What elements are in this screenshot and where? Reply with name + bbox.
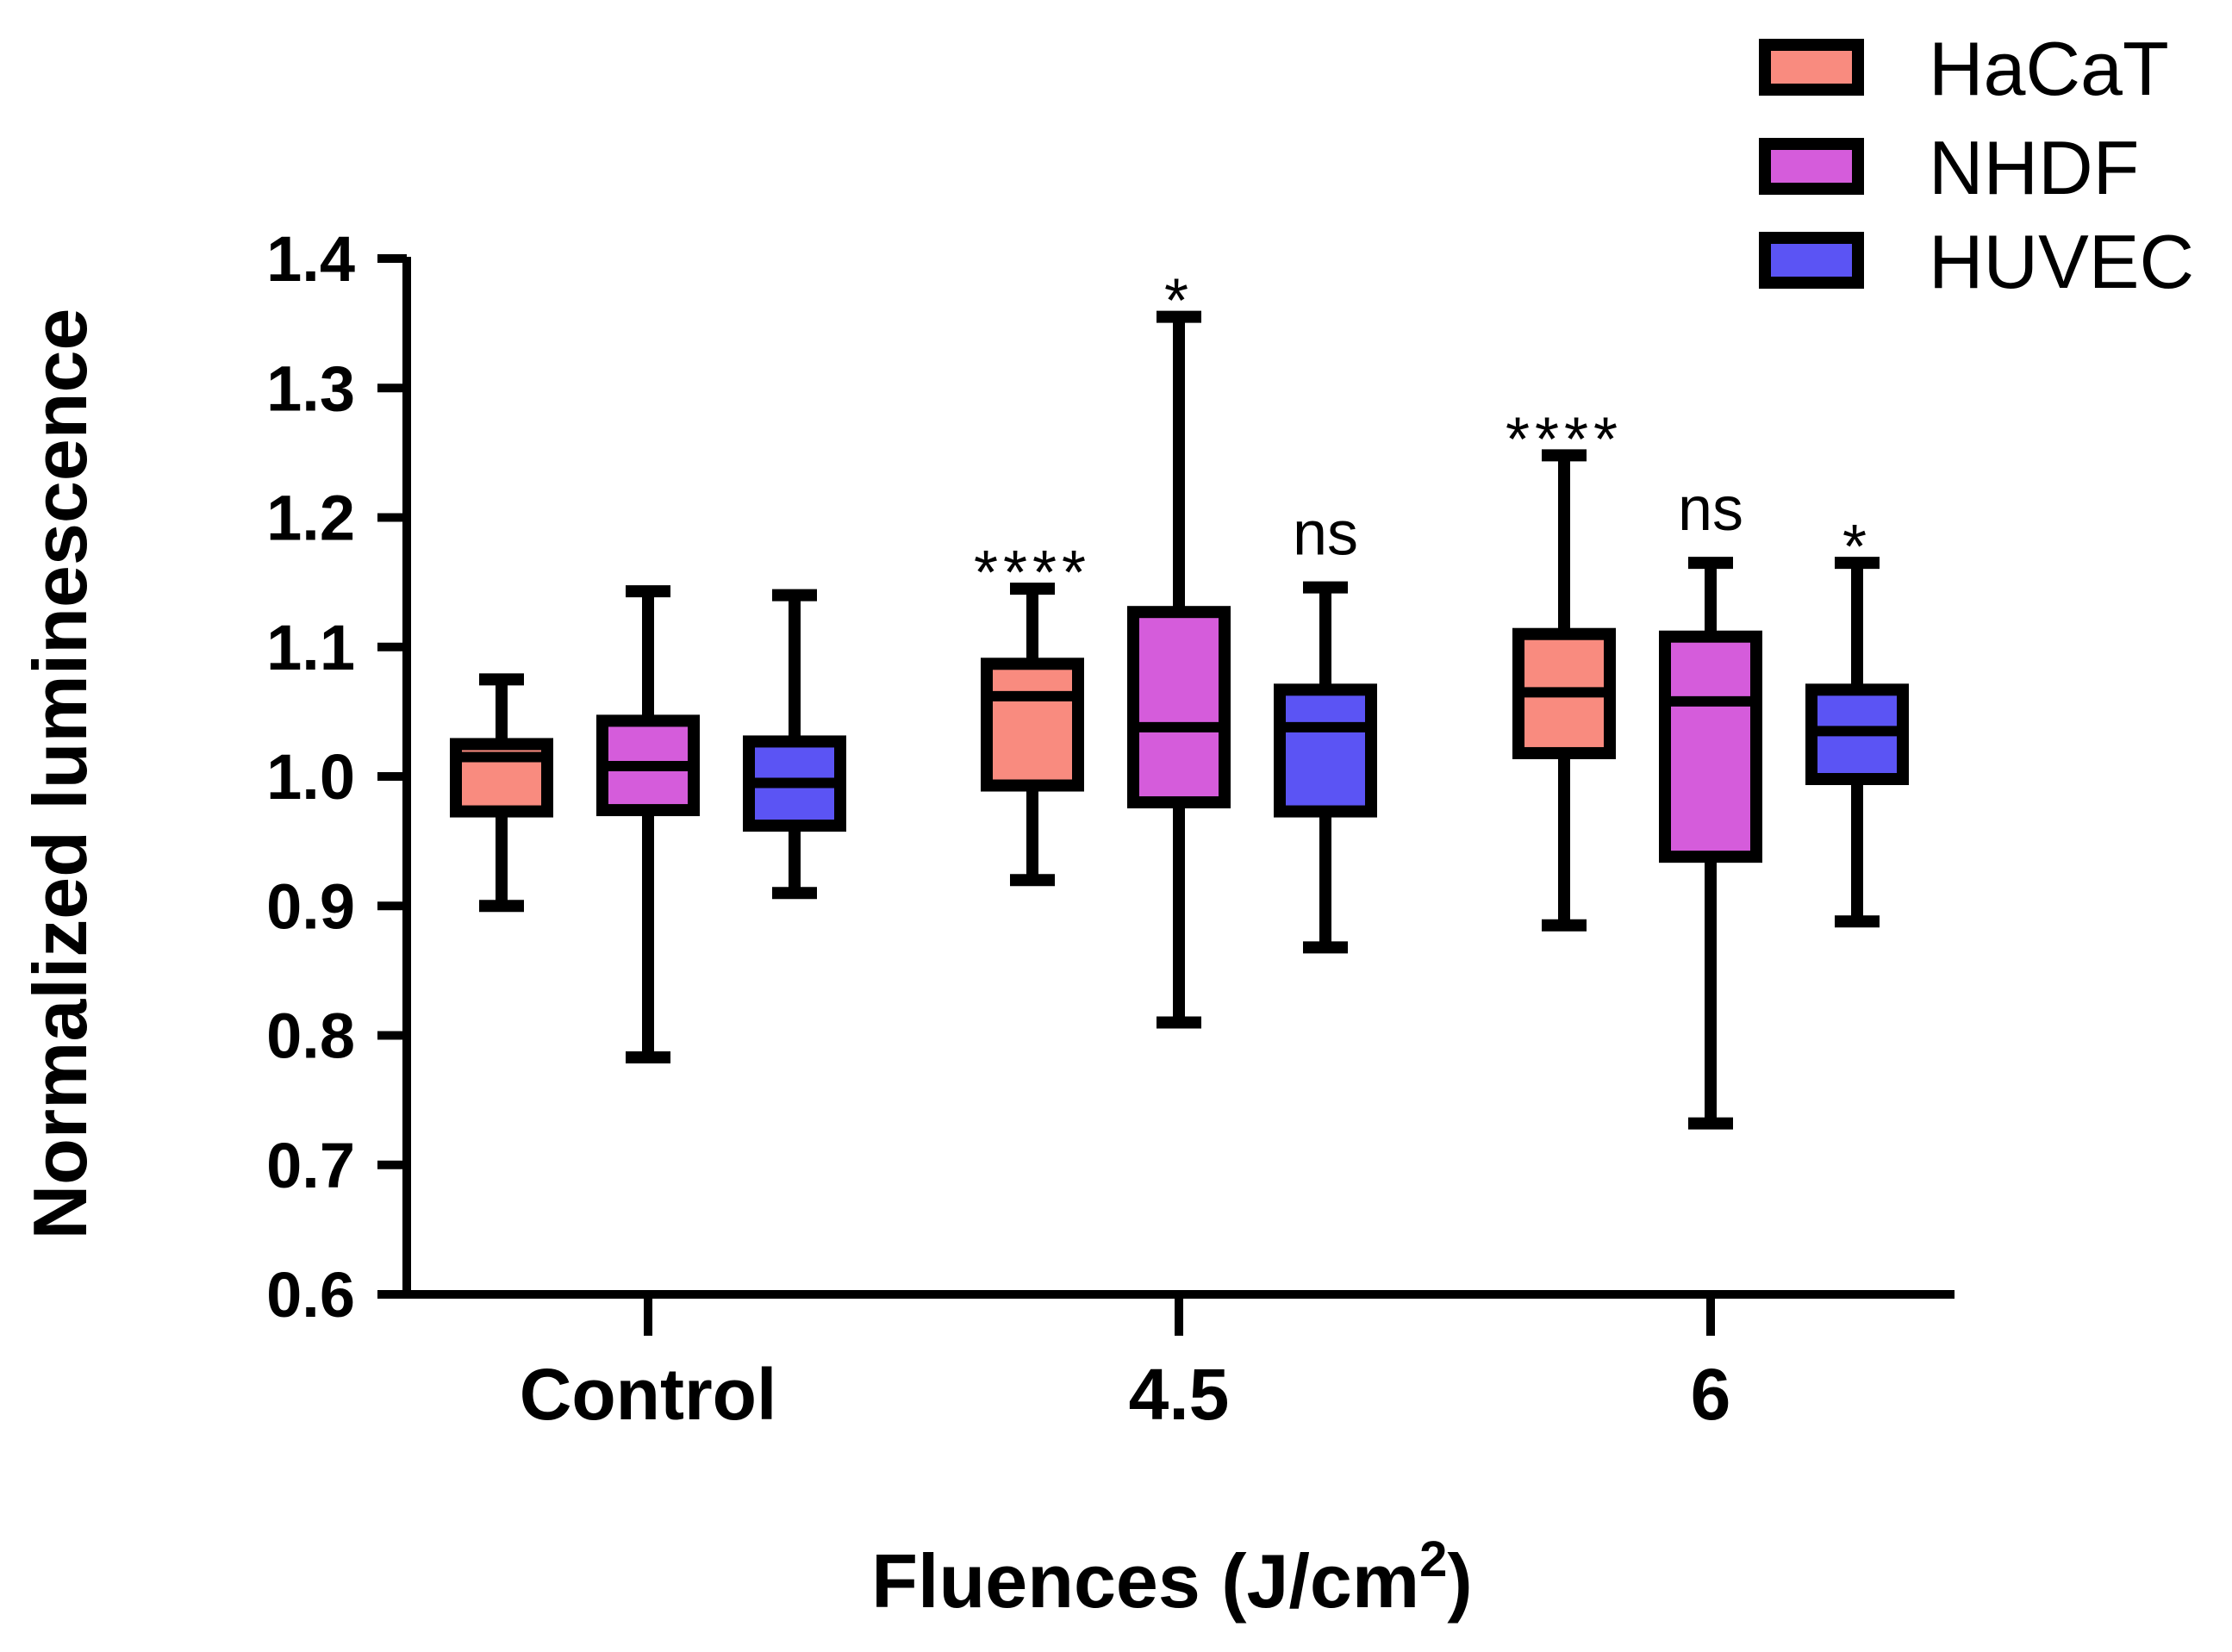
box-rect [1274, 683, 1377, 818]
y-tick-label: 1.1 [266, 612, 355, 683]
box-hacat-2 [1512, 449, 1616, 932]
legend-swatch [1759, 39, 1864, 96]
legend-label: HUVEC [1929, 219, 2194, 304]
x-axis-title-close: ) [1447, 1538, 1472, 1624]
x-tick-label: 6 [1691, 1354, 1731, 1435]
y-tick-label: 0.9 [266, 870, 355, 942]
x-axis-title-superscript: 2 [1419, 1531, 1447, 1587]
significance-label: * [1164, 267, 1194, 336]
box-nhdf-2 [1659, 557, 1762, 1130]
box-huvec-2 [1805, 557, 1909, 928]
y-axis-title: Normalized luminescence [17, 309, 103, 1240]
box-rect [1127, 606, 1231, 809]
box-nhdf-0 [596, 585, 700, 1064]
box-hacat-1 [981, 583, 1084, 887]
legend-label: NHDF [1929, 125, 2139, 210]
legend: HaCaT NHDF HUVEC [1759, 26, 2194, 304]
box-huvec-1 [1274, 581, 1377, 954]
legend-label: HaCaT [1929, 26, 2169, 111]
x-axis-title: Fluences (J/cm2) [871, 1531, 1472, 1624]
significance-label: ns [1293, 500, 1358, 569]
x-axis-title-main: Fluences (J/cm [871, 1538, 1419, 1624]
box-huvec-0 [743, 589, 846, 900]
box-plots [450, 310, 1909, 1130]
y-tick-label: 1.3 [266, 352, 355, 424]
y-tick-label: 1.2 [266, 483, 355, 554]
x-tick-label: Control [520, 1354, 777, 1435]
x-tick-label: 4.5 [1129, 1354, 1230, 1435]
y-tick-label: 0.6 [266, 1259, 355, 1331]
box-rect [981, 658, 1084, 792]
box-hacat-0 [450, 673, 553, 913]
box-nhdf-1 [1127, 310, 1231, 1029]
significance-label: **** [1506, 405, 1623, 474]
significance-label: ns [1678, 475, 1743, 544]
legend-swatch [1759, 232, 1864, 289]
significance-label: **** [974, 539, 1091, 608]
box-rect [1659, 630, 1762, 863]
y-tick-label: 0.7 [266, 1130, 355, 1201]
y-tick-label: 1.4 [266, 223, 355, 295]
significance-label: * [1842, 513, 1872, 582]
y-axis: 0.6 0.7 0.8 0.9 1.0 1.1 1.2 1.3 1.4 [266, 223, 411, 1331]
x-axis: Control 4.5 6 [402, 1290, 1955, 1435]
y-tick-label: 1.0 [266, 741, 355, 813]
y-tick-label: 0.8 [266, 1001, 355, 1072]
legend-swatch [1759, 138, 1864, 195]
